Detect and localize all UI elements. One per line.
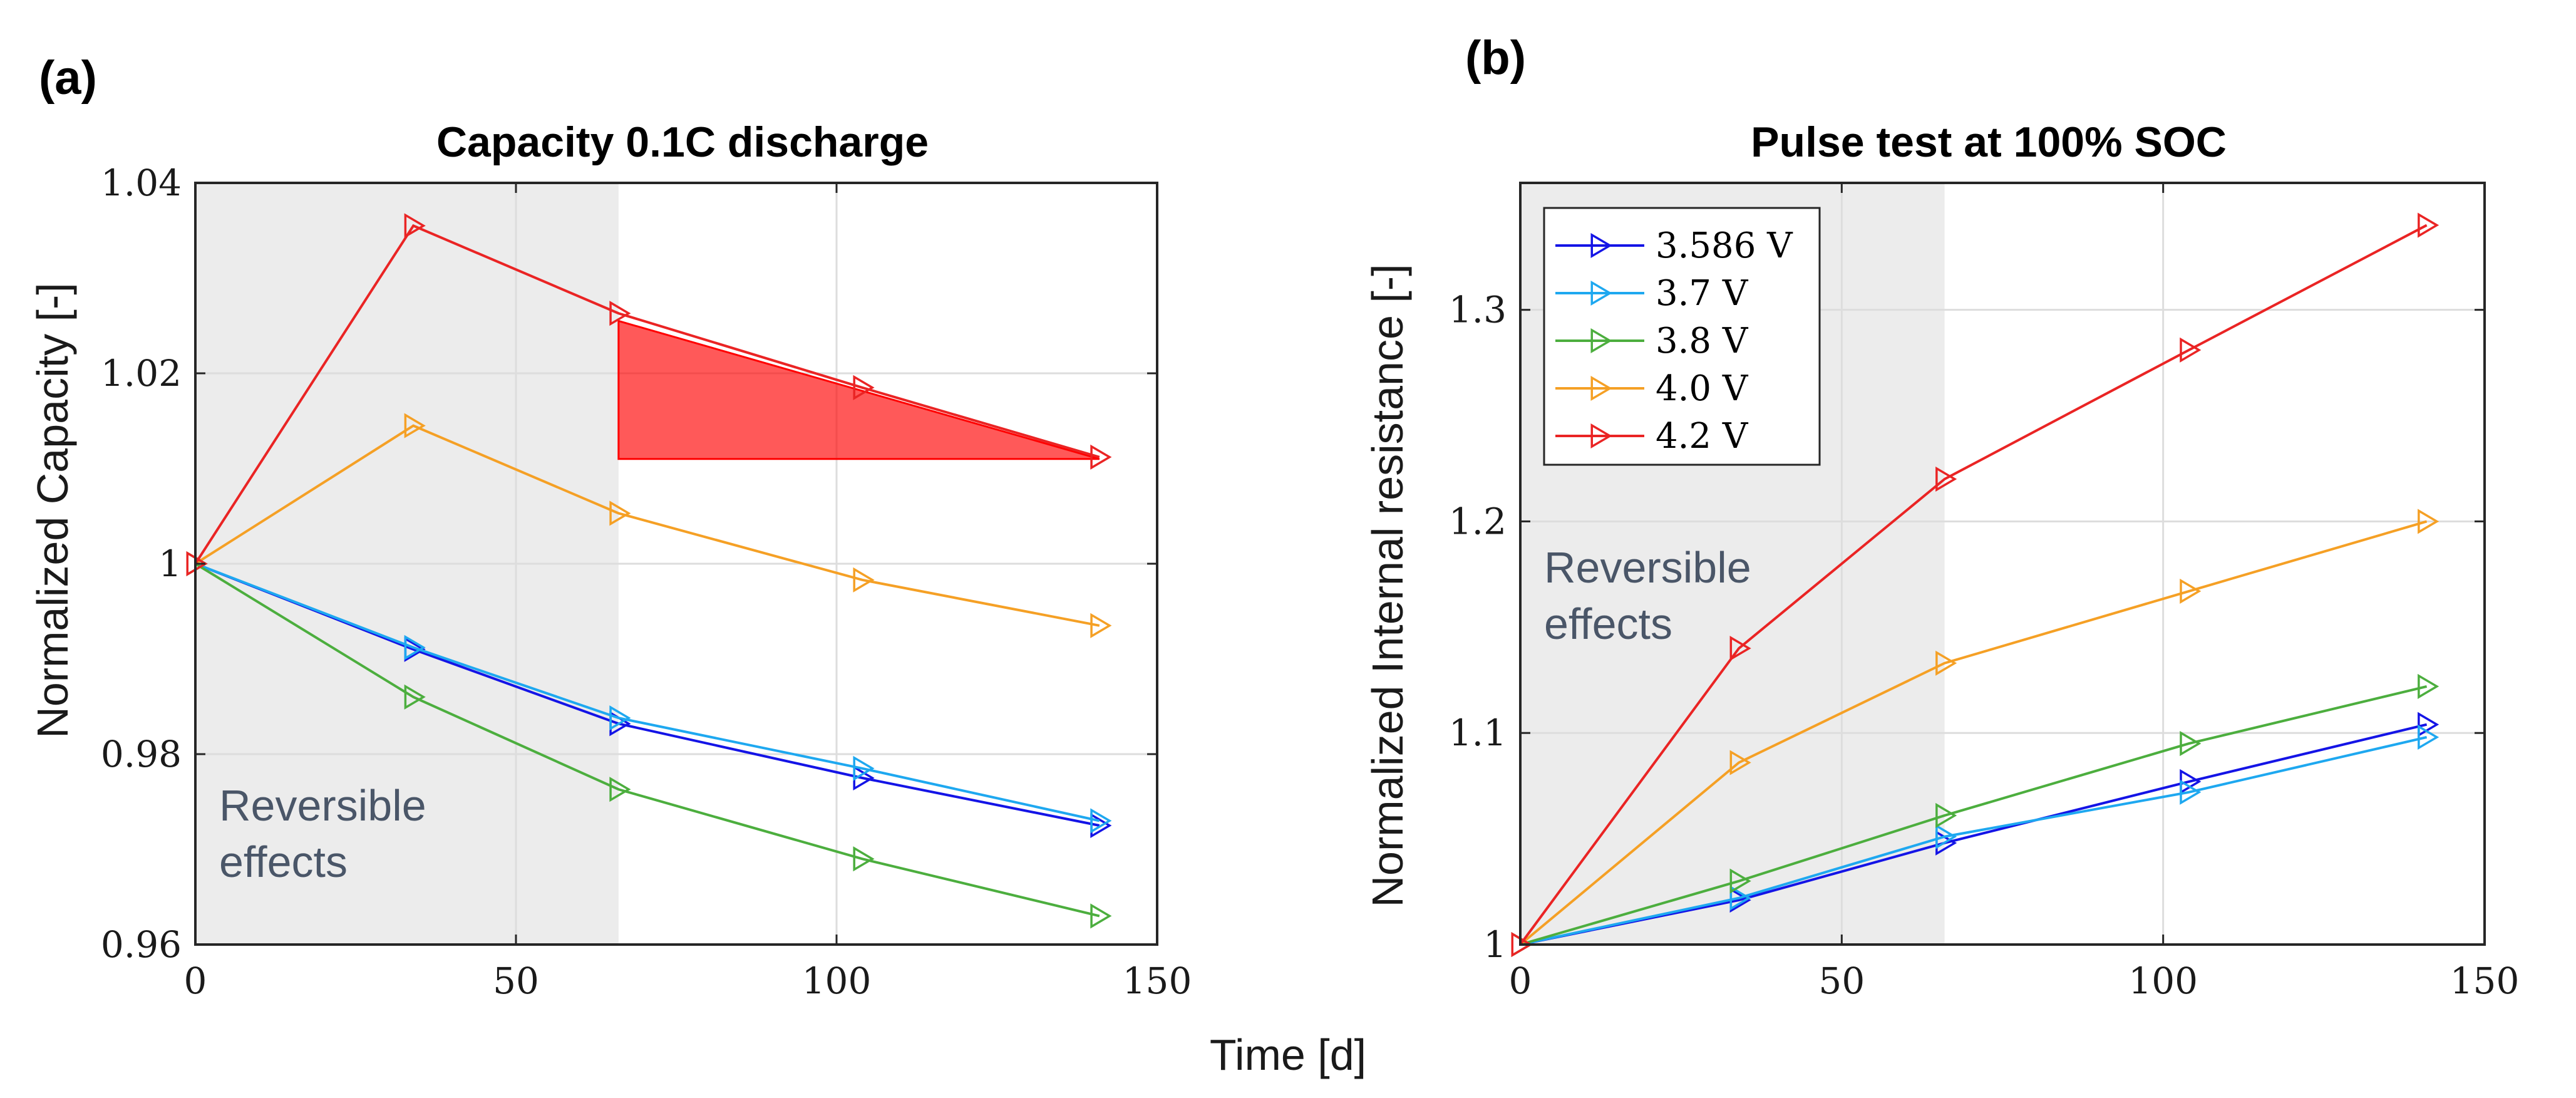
panel-b-data-point xyxy=(2418,724,2439,750)
panel-b-x-tick-label: 150 xyxy=(2450,960,2520,1002)
panel-a-reversible-annotation-line: effects xyxy=(219,837,348,886)
panel-a-title: Capacity 0.1C discharge xyxy=(436,118,929,166)
panel-b-legend-label: 4.2 V xyxy=(1656,416,1749,457)
panel-a-y-axis-label: Normalized Capacity [-] xyxy=(28,282,77,738)
panel-a-label: (a) xyxy=(39,51,97,105)
panel-a-data-point xyxy=(404,413,426,438)
panel-a-data-point xyxy=(1090,444,1112,470)
panel-b-reversible-annotation-line: effects xyxy=(1544,599,1672,648)
panel-b-x-tick-label: 100 xyxy=(2128,960,2198,1002)
panel-b-data-point xyxy=(2180,578,2202,604)
panel-b-legend-label: 3.586 V xyxy=(1656,225,1793,266)
panel-a-x-tick-label: 0 xyxy=(184,960,207,1002)
panel-b-data-point xyxy=(1729,750,1751,775)
panel-a-series-line xyxy=(194,224,1100,565)
panel-a-data-point xyxy=(609,777,631,802)
panel-b-y-tick-label: 1.3 xyxy=(1449,289,1507,331)
panel-a-data-point xyxy=(609,301,631,326)
panel-b-legend-label: 3.8 V xyxy=(1656,321,1749,361)
panel-a-y-tick-label: 0.96 xyxy=(101,923,182,966)
panel-a-reversible-annotation: Reversible effects xyxy=(219,781,426,886)
panel-b-legend-box xyxy=(1543,207,1821,466)
panel-a-series-line xyxy=(194,562,1100,918)
panel-b-data-point xyxy=(2180,337,2202,363)
panel-b-reversible-annotation-line: Reversible xyxy=(1544,543,1751,592)
shared-x-axis-label: Time [d] xyxy=(1210,1030,1366,1079)
panel-a-data-point xyxy=(1090,903,1112,929)
panel-b-data-point xyxy=(1935,824,1957,849)
panel-a-data-point xyxy=(1090,808,1112,834)
panel-b-legend: 3.586 V 3.7 V 3.8 V 4.0 V 4.2 V xyxy=(1543,207,1821,466)
panel-a-y-tick-label: 1 xyxy=(158,542,182,585)
panel-b-data-point xyxy=(2180,731,2202,757)
panel-b-y-tick-label: 1.1 xyxy=(1449,712,1507,754)
panel-b-legend-label: 3.7 V xyxy=(1656,273,1749,314)
panel-b-data-point xyxy=(1935,466,1957,492)
panel-a-x-tick-label: 100 xyxy=(802,960,872,1002)
panel-a-capacity: (a) Capacity 0.1C discharge Normalized C… xyxy=(28,51,1192,1002)
panel-b-y-tick-label: 1.2 xyxy=(1449,500,1507,542)
panel-b-y-tick-label: 1 xyxy=(1483,923,1507,966)
panel-a-plot-area: Reversible effects 0 50 100 150 0.96 0.98 1 1.02 1… xyxy=(101,162,1192,1002)
panel-a-data-point xyxy=(853,375,875,400)
panel-b-label: (b) xyxy=(1465,31,1526,85)
panel-b-series-line xyxy=(1520,685,2428,946)
panel-b-legend-label: 4.0 V xyxy=(1656,368,1749,409)
panel-a-series-line xyxy=(194,424,1100,627)
panel-a-y-tick-label: 0.98 xyxy=(101,733,182,775)
panel-a-series-line xyxy=(195,562,1100,822)
panel-a-x-tick-label: 150 xyxy=(1123,960,1192,1002)
panel-a-data-point xyxy=(1090,613,1112,638)
panel-b-legend-marker xyxy=(1590,375,1612,401)
panel-b-series-line xyxy=(1520,736,2428,946)
panel-a-data-point xyxy=(853,755,875,781)
panel-b-legend-marker xyxy=(1590,280,1612,306)
panel-a-y-tick-label: 1.02 xyxy=(101,352,182,395)
panel-a-data-point xyxy=(609,500,631,526)
panel-b-plot-area: Reversible effects 0 50 100 150 1 1.1 1.2 1.3 3.58… xyxy=(1449,182,2520,1002)
panel-a-data-point xyxy=(404,684,426,710)
panel-a-data-point xyxy=(853,567,875,593)
panel-b-data-point xyxy=(1729,868,1751,894)
panel-b-data-point xyxy=(1935,802,1957,829)
panel-a-data-point xyxy=(853,846,875,872)
panel-b-data-point xyxy=(1729,636,1751,661)
panel-b-data-point xyxy=(2418,212,2439,238)
panel-a-data-point xyxy=(609,705,631,731)
panel-b-series-line xyxy=(1519,520,2428,946)
panel-b-legend-marker xyxy=(1590,423,1612,449)
panel-b-y-axis-label: Normalized Internal resistance [-] xyxy=(1363,264,1412,907)
panel-b-data-point xyxy=(1935,650,1957,676)
panel-a-data-point xyxy=(404,213,426,239)
panel-a-highlight-triangle xyxy=(617,319,1100,460)
panel-b-x-tick-label: 0 xyxy=(1509,960,1532,1002)
panel-a-reversible-annotation-line: Reversible xyxy=(219,781,426,830)
panel-b-data-point xyxy=(2418,712,2439,737)
panel-b-series-line xyxy=(1519,224,2428,946)
panel-b-x-tick-label: 50 xyxy=(1818,960,1865,1002)
panel-a-x-tick-label: 50 xyxy=(493,960,539,1002)
panel-b-data-point xyxy=(2180,779,2202,805)
panel-a-y-tick-label: 1.04 xyxy=(101,162,182,204)
panel-a-data-point xyxy=(404,634,426,660)
panel-b-legend-marker xyxy=(1590,232,1612,259)
panel-b-data-point xyxy=(2418,509,2439,534)
panel-b-legend-marker xyxy=(1590,328,1612,354)
panel-b-data-point xyxy=(2418,673,2439,699)
panel-b-reversible-annotation: Reversible effects xyxy=(1544,543,1751,648)
panel-b-title: Pulse test at 100% SOC xyxy=(1751,118,2227,166)
panel-b-axes-frame xyxy=(1519,182,2486,946)
panel-b-data-point xyxy=(1729,885,1751,911)
panel-b-resistance: (b) Pulse test at 100% SOC Normalized In… xyxy=(1363,31,2519,1002)
